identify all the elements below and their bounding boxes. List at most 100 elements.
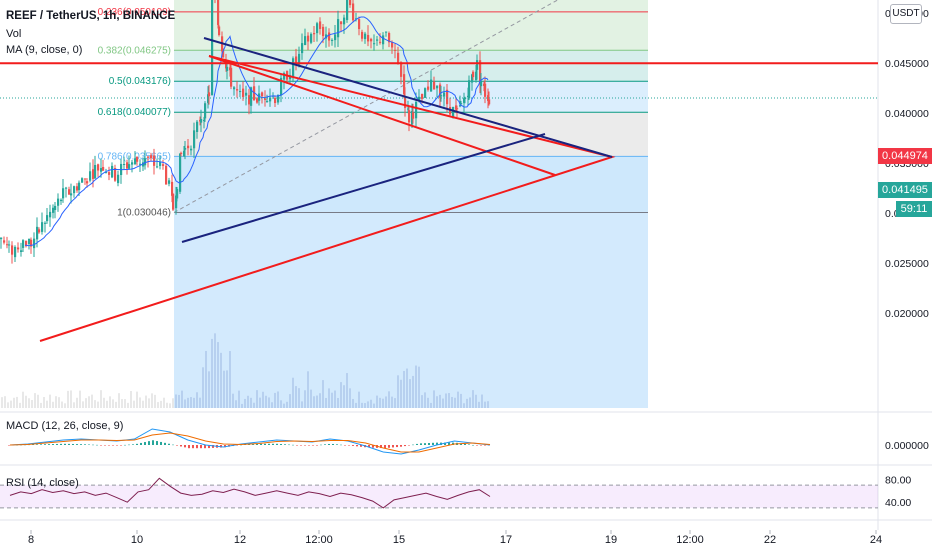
volume-bar [73,402,75,408]
volume-bar [334,390,336,408]
macd-histogram-bar [128,444,130,446]
candle-body [94,164,97,179]
candle-body [73,186,76,194]
candle-body [44,222,47,224]
macd-histogram-bar [172,444,174,446]
macd-histogram-bar [324,444,326,445]
macd-histogram-bar [332,443,334,445]
volume-bar [277,391,279,408]
volume-bar [337,397,339,408]
macd-legend: MACD (12, 26, close, 9) [6,420,124,432]
candle-body [78,182,81,191]
candle-body [388,33,391,43]
time-axis-tick: 19 [605,534,617,546]
macd-histogram-bar [344,445,346,446]
macd-histogram-bar [144,442,146,445]
candle-body [242,88,245,97]
candle-body [20,250,23,253]
candle-body [319,21,322,29]
candle-body [424,88,427,98]
macd-histogram-bar [240,444,242,446]
candle-body [41,222,44,232]
volume-bar [301,401,303,408]
volume-bar [34,393,36,408]
macd-histogram-bar [372,445,374,448]
candle-body [222,50,225,58]
candle-body [217,0,220,25]
candle-body [22,240,25,248]
volume-bar [430,402,432,408]
volume-bar [406,368,408,408]
candle-body [147,156,150,158]
candle-body [421,93,424,99]
volume-bar [157,402,159,408]
candle-body [128,164,131,169]
volume-bar [295,386,297,408]
volume-bar [115,401,117,408]
volume-bar [466,398,468,408]
volume-bar [64,403,66,408]
candle-body [266,100,269,102]
candle-body [479,60,482,84]
candle-body [62,188,65,199]
macd-histogram-bar [468,444,470,445]
candle-body [274,98,277,104]
price-axis-tick: 0.045000 [885,58,929,70]
candle-body [211,0,214,96]
volume-bar [166,402,168,408]
candle-body [352,3,355,21]
volume-bar [49,394,51,408]
candle-body [292,58,295,78]
candle-body [14,246,17,258]
candle-body [117,174,120,184]
fib-level-label: 0.5(0.043176) [109,76,171,87]
candle-body [343,17,346,25]
time-axis-tick: 12 [234,534,246,546]
candle-body [331,39,334,41]
macd-histogram-bar [92,444,94,446]
fib-band [174,50,648,82]
volume-bar [352,398,354,408]
macd-histogram-bar [424,443,426,445]
volume-bar [448,393,450,408]
currency-button[interactable]: USDT [890,4,922,24]
candle-body [328,32,331,41]
macd-histogram-bar [140,442,142,445]
volume-bar [292,377,294,408]
last-price-tag: 0.041495 [878,182,932,198]
candle-body [261,92,264,97]
volume-bar [160,400,162,408]
volume-bar [154,394,156,408]
time-axis-tick: 12:00 [676,534,704,546]
macd-histogram-bar [76,444,78,445]
candle-body [25,240,28,247]
volume-bar [178,394,180,408]
volume-bar [22,391,24,408]
rsi-band [0,485,878,508]
macd-histogram-bar [276,443,278,445]
candle-body [165,165,168,185]
volume-bar [223,370,225,408]
candle-body [397,52,400,64]
volume-bar [67,390,69,408]
volume-bar [271,402,273,408]
candle-body [30,239,33,247]
candle-body [156,166,159,168]
candle-body [65,187,68,189]
volume-bar [235,400,237,408]
candle-body [340,21,343,25]
volume-bar [19,402,21,408]
volume-bar [325,397,327,408]
volume-bar [13,397,15,408]
macd-histogram-bar [308,445,310,446]
time-axis-tick: 17 [500,534,512,546]
macd-histogram-bar [464,443,466,445]
macd-histogram-bar [432,442,434,445]
volume-bar [361,402,363,408]
time-axis-tick: 10 [131,534,143,546]
candle-body [84,178,87,180]
volume-bar [244,398,246,408]
signal-line [9,432,491,453]
candle-body [334,34,337,41]
